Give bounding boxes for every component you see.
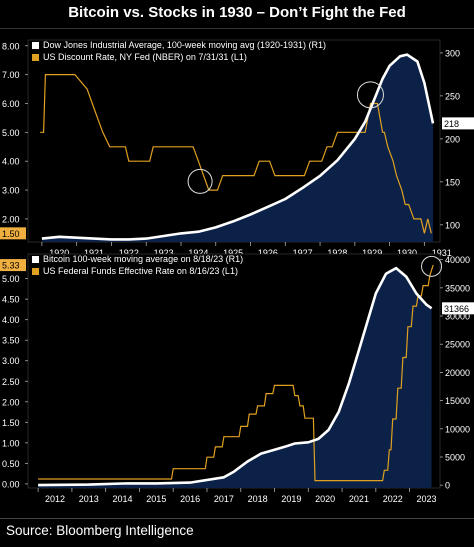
chart-title: Bitcoin vs. Stocks in 1930 – Don’t Fight… [0,0,474,29]
x-axis-tick-label: 2019 [281,494,301,504]
left-last-value-label: 5.33 [2,261,20,271]
right-axis-tick-label: 200 [445,134,460,144]
series-area [38,268,432,488]
left-axis-tick-label: 2.00 [2,397,20,407]
left-axis-tick-label: 2.00 [2,214,20,224]
left-last-value-badge [0,259,26,272]
x-axis-tick-label: 1928 [327,248,347,258]
right-axis-tick-label: 40000 [445,255,470,265]
right-axis-tick-label: 10000 [445,424,470,434]
right-axis-tick-label: 0 [445,481,450,491]
right-axis-tick-label: 5000 [445,452,465,462]
right-last-value-badge [442,302,474,315]
left-axis-tick-label: 4.00 [2,157,20,167]
left-axis-tick-label: 6.00 [2,99,20,109]
series-line-average [38,266,433,487]
left-axis-tick-label: 3.50 [2,336,20,346]
left-axis-tick-label: 0.00 [2,479,20,489]
legend-label: Bitcoin 100-week moving average on 8/18/… [43,254,243,264]
x-axis-tick-label: 1924 [188,248,208,258]
left-axis-tick-label: 3.00 [2,186,20,196]
x-axis-tick-label: 1926 [258,248,278,258]
x-axis-tick-label: 2014 [113,494,133,504]
left-axis-tick-label: 5.00 [2,274,20,284]
x-axis-tick-label: 1927 [293,248,313,258]
x-axis-tick-label: 2023 [416,494,436,504]
x-axis-tick-label: 1920 [49,248,69,258]
x-axis-tick-label: 2016 [180,494,200,504]
x-axis-tick-label: 1922 [119,248,139,258]
right-axis-tick-label: 300 [445,48,460,58]
series-line-rate [40,74,432,234]
right-axis-tick-label: 100 [445,220,460,230]
series-line-rate [38,264,434,482]
legend-label: US Discount Rate, NY Fed (NBER) on 7/31/… [43,52,247,62]
x-axis-tick-label: 2015 [146,494,166,504]
right-axis-tick-label: 15000 [445,396,470,406]
x-axis-tick-label: 1925 [223,248,243,258]
legend-label: US Federal Funds Effective Rate on 8/16/… [43,266,238,276]
right-last-value-badge [442,117,474,130]
right-last-value-label: 31366 [444,304,469,314]
footer: Source: Bloomberg Intelligence [0,518,474,547]
x-axis-tick-label: 1929 [362,248,382,258]
left-axis-tick-label: 2.50 [2,377,20,387]
left-axis-tick-label: 4.50 [2,295,20,305]
highlight-circle [187,168,213,194]
highlight-circle [421,255,443,277]
x-axis-tick-label: 1923 [154,248,174,258]
x-axis-tick-label: 1921 [84,248,104,258]
right-axis-tick-label: 35000 [445,283,470,293]
legend-label: Dow Jones Industrial Average, 100-week m… [43,40,326,50]
right-axis-tick-label: 250 [445,91,460,101]
x-axis-tick-label: 2021 [349,494,369,504]
x-axis-tick-label: 2022 [383,494,403,504]
left-axis-tick-label: 8.00 [2,41,20,51]
right-axis-tick-label: 150 [445,177,460,187]
series-area [41,54,434,242]
left-axis-tick-label: 7.00 [2,70,20,80]
legend-swatch [32,42,39,49]
left-axis-tick-label: 5.00 [2,128,20,138]
legend-swatch [32,54,39,61]
legend-swatch [32,268,39,275]
left-last-value-label: 1.50 [2,229,20,239]
highlight-circle [356,81,384,109]
left-axis-tick-label: 1.00 [2,438,20,448]
left-axis-tick-label: 0.50 [2,459,20,469]
right-axis-tick-label: 30000 [445,312,470,322]
left-axis-tick-label: 3.00 [2,356,20,366]
right-axis-tick-label: 25000 [445,340,470,350]
legend-swatch [32,256,39,263]
x-axis-tick-label: 2012 [45,494,65,504]
x-axis-tick-label: 1930 [397,248,417,258]
series-line-average [41,53,435,241]
right-last-value-label: 218 [444,119,459,129]
chart-canvas: 2.00 3.00 4.00 5.00 6.00 7.00 8.00 100 150 200 250… [0,39,474,504]
x-axis-tick-label: 1931 [432,248,452,258]
left-last-value-badge [0,227,26,240]
x-axis-tick-label: 2020 [315,494,335,504]
x-axis-tick-label: 2017 [214,494,234,504]
x-axis-tick-label: 2013 [79,494,99,504]
source-label: Source: Bloomberg Intelligence [6,523,194,538]
x-axis-tick-label: 2018 [248,494,268,504]
right-axis-tick-label: 20000 [445,368,470,378]
left-axis-tick-label: 4.00 [2,315,20,325]
left-axis-tick-label: 1.50 [2,418,20,428]
